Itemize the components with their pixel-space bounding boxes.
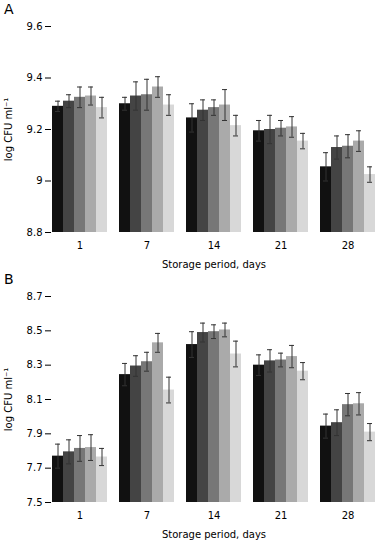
svg-text:7.9: 7.9 — [27, 428, 43, 439]
svg-text:9.4: 9.4 — [27, 72, 43, 83]
svg-text:8.8: 8.8 — [27, 227, 43, 238]
svg-text:Storage period, days: Storage period, days — [162, 259, 266, 270]
svg-text:9.2: 9.2 — [27, 124, 43, 135]
svg-text:7: 7 — [144, 240, 150, 251]
svg-text:Storage period, days: Storage period, days — [162, 529, 266, 540]
svg-text:8.5: 8.5 — [27, 325, 43, 336]
svg-text:log CFU ml⁻¹: log CFU ml⁻¹ — [3, 368, 14, 431]
svg-text:9.6: 9.6 — [27, 21, 43, 32]
svg-text:21: 21 — [275, 240, 288, 251]
svg-text:7.7: 7.7 — [27, 462, 43, 473]
svg-text:14: 14 — [208, 240, 221, 251]
svg-text:8.1: 8.1 — [27, 394, 43, 405]
svg-text:9: 9 — [36, 175, 42, 186]
svg-text:8.3: 8.3 — [27, 359, 43, 370]
svg-text:7.5: 7.5 — [27, 497, 43, 508]
svg-text:28: 28 — [342, 510, 355, 521]
svg-text:log CFU ml⁻¹: log CFU ml⁻¹ — [3, 98, 14, 161]
html-text:A: A — [4, 1, 14, 17]
svg-text:1: 1 — [77, 510, 83, 521]
svg-text:8.7: 8.7 — [27, 291, 43, 302]
html-text:B: B — [4, 271, 14, 287]
svg-text:1: 1 — [77, 240, 83, 251]
svg-text:28: 28 — [342, 240, 355, 251]
svg-text:14: 14 — [208, 510, 221, 521]
svg-text:7: 7 — [144, 510, 150, 521]
svg-text:21: 21 — [275, 510, 288, 521]
